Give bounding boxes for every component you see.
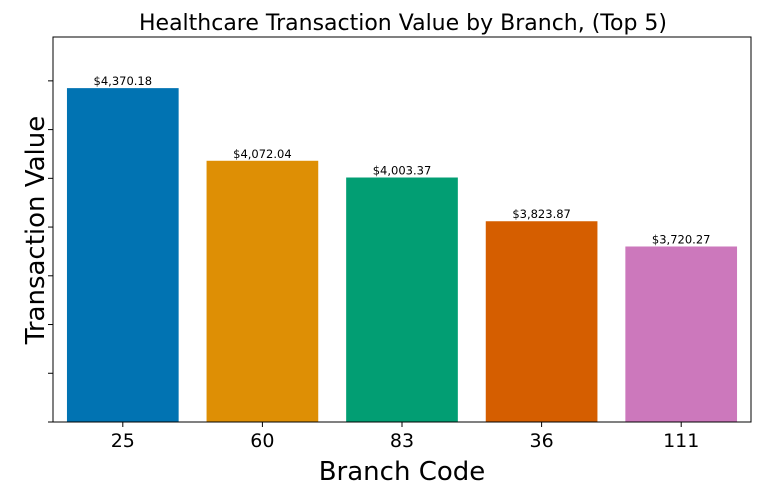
data-label-83: $4,003.37 — [373, 164, 432, 178]
x-axis-label: Branch Code — [319, 457, 486, 487]
data-label-25: $4,370.18 — [94, 74, 153, 88]
data-label-60: $4,072.04 — [233, 147, 292, 161]
bars-group — [66, 88, 738, 423]
y-axis-ticks — [48, 80, 53, 423]
x-tick-label-83: 83 — [390, 430, 414, 452]
bar-83 — [346, 177, 458, 422]
bar-111 — [625, 246, 738, 422]
x-tick-label-111: 111 — [663, 430, 699, 452]
chart-title: Healthcare Transaction Value by Branch, … — [139, 11, 667, 36]
x-tick-label-36: 36 — [530, 430, 554, 452]
plot-frame — [52, 36, 752, 423]
bar-60 — [206, 160, 319, 422]
bar-25 — [66, 88, 179, 423]
bar-36 — [485, 221, 598, 422]
data-labels-group: $4,370.18 $4,072.04 $4,003.37 $3,823.87 $3,7… — [94, 74, 711, 246]
x-axis-ticks: 25 60 83 36 111 — [111, 422, 699, 452]
data-label-36: $3,823.87 — [512, 207, 571, 221]
data-label-111: $3,720.27 — [652, 232, 711, 246]
y-axis-label: Transaction Value — [21, 116, 51, 345]
x-tick-label-25: 25 — [111, 430, 135, 452]
x-tick-label-60: 60 — [250, 430, 274, 452]
